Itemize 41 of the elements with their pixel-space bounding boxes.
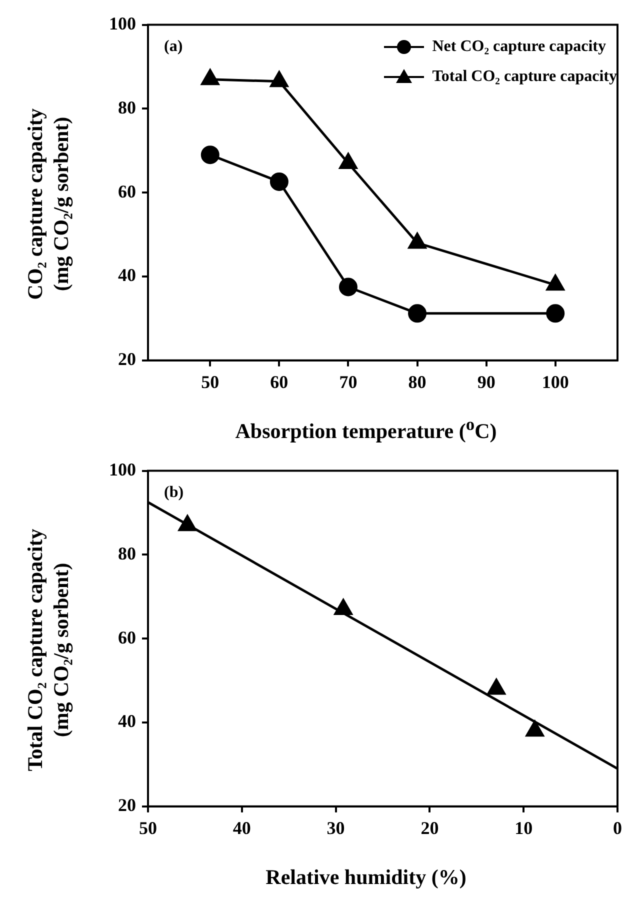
x-axis-title: Absorption temperature ($^{o}$C)	[234, 414, 498, 444]
point	[339, 152, 358, 169]
x-tick-label: 100	[542, 372, 569, 392]
x-tick-label: 50	[201, 372, 220, 392]
x-tick-label: 80	[408, 372, 426, 392]
point	[546, 304, 565, 323]
point	[334, 598, 352, 615]
point	[338, 278, 358, 296]
y-tick-label: 40	[118, 265, 136, 286]
point	[201, 69, 220, 86]
y-tick-label: 100	[109, 459, 136, 480]
x-tick-label: 0	[613, 818, 622, 838]
y-tick-label: 20	[118, 795, 136, 816]
x-tick-label: 60	[270, 372, 288, 392]
x-tick-label: 30	[326, 818, 345, 838]
x-tick-label: 90	[477, 372, 496, 392]
legend-label: Net CO₂ capture capacity	[432, 38, 606, 56]
y-tick-label: 80	[118, 97, 136, 118]
y-tick-label: 20	[118, 349, 136, 370]
y-axis-title: Total CO₂ capture capacity (mg CO₂/g sorbent)	[22, 528, 74, 772]
annotation: (a)	[164, 38, 183, 55]
x-tick-label: 10	[514, 818, 533, 838]
legend-label: Total CO₂ capture capacity	[432, 68, 617, 86]
y-axis-title: CO₂ capture capacity (mg CO₂/g sorbent)	[22, 108, 74, 300]
point	[270, 172, 288, 191]
x-tick-label: 20	[420, 818, 439, 838]
point	[270, 71, 288, 88]
point	[178, 515, 196, 532]
y-tick-label: 80	[118, 543, 136, 564]
point	[526, 720, 544, 737]
x-tick-label: 70	[339, 372, 358, 392]
annotation: (b)	[164, 484, 184, 501]
y-tick-label: 60	[118, 627, 136, 648]
x-tick-label: 50	[139, 818, 157, 838]
y-tick-label: 40	[118, 711, 136, 732]
x-axis-title: Relative humidity (%)	[264, 865, 468, 890]
y-tick-label: 100	[109, 13, 136, 34]
x-tick-label: 40	[232, 818, 251, 838]
point	[408, 304, 427, 323]
y-tick-label: 60	[118, 181, 136, 202]
point	[487, 678, 506, 695]
